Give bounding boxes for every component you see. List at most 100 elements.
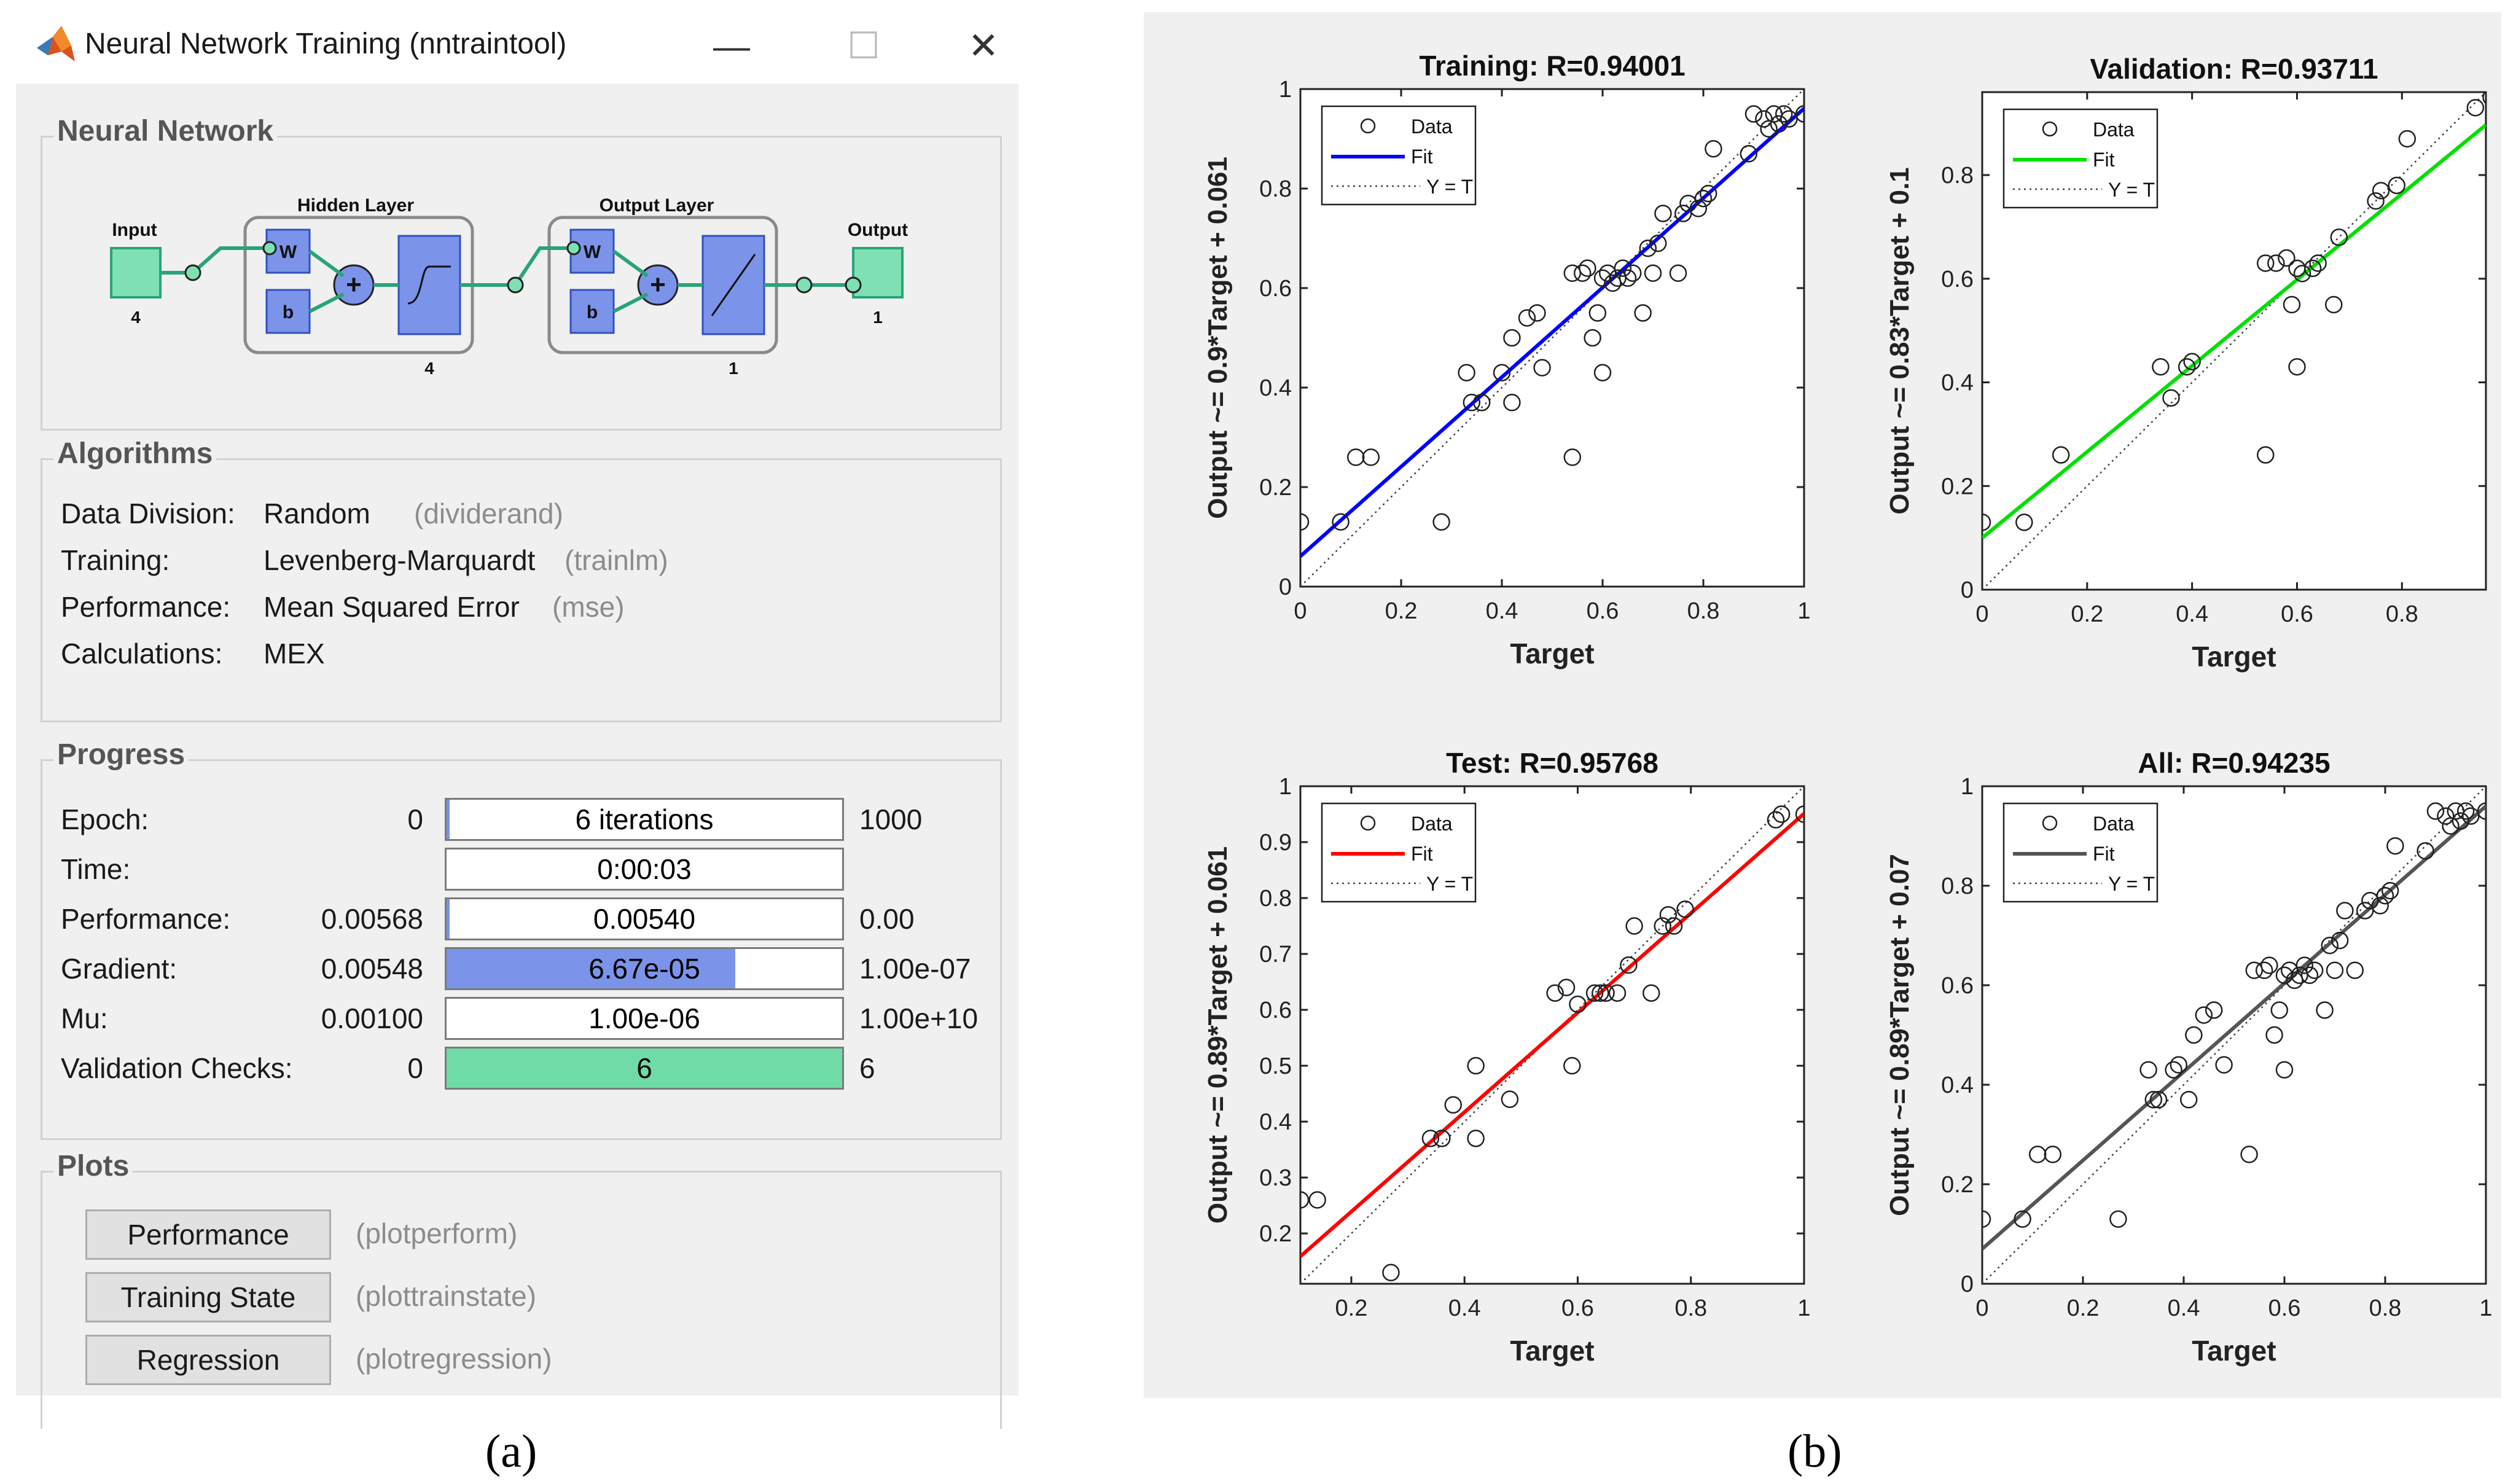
x-tick-label: 0.8: [1674, 1295, 1707, 1321]
data-point: [2426, 802, 2445, 820]
legend-data-marker: [2042, 815, 2058, 831]
data-point: [1694, 189, 1713, 208]
y-tick-label: 0.8: [1941, 873, 1974, 899]
data-point: [1982, 1210, 1991, 1228]
training-label: Training:: [61, 544, 170, 576]
y-tick-label: 0.6: [1259, 276, 1292, 302]
y-axis-label: Output ~= 0.9*Target + 0.061: [1203, 157, 1233, 519]
performance-progress-fill: [447, 899, 450, 939]
data-point: [1654, 205, 1672, 222]
caption-b: (b): [1787, 1426, 1842, 1477]
data-point: [2326, 961, 2344, 979]
nntraintool-window: Neural Network Training (nntraintool) — …: [16, 10, 1018, 1429]
window-title: Neural Network Training (nntraintool): [85, 28, 567, 60]
x-tick-label: 0.4: [2176, 601, 2208, 627]
legend-data-marker: [1360, 815, 1376, 831]
data-point: [2376, 886, 2394, 905]
output-bias-symbol: b: [587, 302, 598, 322]
gradient-progress-bar: 6.67e-05: [445, 947, 844, 990]
data-point: [1665, 917, 1683, 935]
data-point: [1705, 139, 1722, 158]
data-point: [2316, 1001, 2334, 1019]
regression-plot-2: Validation: R=0.93711 0 0.2 0.4 0.6 0.8 0 0.2 0.…: [1885, 53, 2487, 673]
data-point: [1563, 448, 1582, 466]
plot-area: [1300, 89, 1804, 587]
data-point: [1433, 1130, 1451, 1147]
regression-plot-button[interactable]: Regression: [85, 1335, 331, 1385]
fit-line: [1300, 107, 1804, 558]
data-point: [1463, 394, 1481, 412]
training-value: Levenberg-Marquardt: [264, 544, 536, 576]
progress-group: Progress Epoch: 0 6 iterations 1000 Time: 0:0…: [41, 738, 1002, 1140]
input-label: Input: [112, 220, 157, 240]
epoch-max-value: 1000: [859, 803, 923, 835]
regression-plots: Training: R=0.94001 0 0.2 0.4 0.6 0.8 1 0 0.2 0.4…: [1203, 50, 2493, 1367]
x-axis-label: Target: [2192, 641, 2276, 673]
y-tick-label: 0.3: [1259, 1165, 1292, 1191]
data-point: [2477, 802, 2486, 820]
data-point: [1421, 1130, 1440, 1147]
output-label: Output: [848, 220, 908, 240]
data-point: [1585, 984, 1604, 1002]
data-point: [1775, 105, 1793, 123]
y-tick-label: 0.8: [1259, 886, 1292, 912]
minimize-button[interactable]: —: [713, 25, 750, 67]
calculations-value: MEX: [264, 638, 325, 670]
data-point: [2275, 1061, 2294, 1079]
regression-figure: Training: R=0.94001 0 0.2 0.4 0.6 0.8 1 0 0.2 0.4…: [1144, 12, 2501, 1398]
validation-checks-max-value: 6: [859, 1052, 875, 1084]
data-point: [1300, 1191, 1310, 1209]
data-point: [1467, 1056, 1485, 1075]
gradient-progress-fill: [447, 949, 736, 988]
data-point: [2372, 182, 2390, 200]
data-point: [2288, 357, 2306, 376]
performance-progress-bar: 0.00540: [445, 897, 844, 940]
x-tick-label: 0: [1975, 601, 1988, 627]
x-tick-label: 0.6: [1587, 598, 1619, 624]
data-point: [1563, 1056, 1581, 1075]
data-point: [2278, 249, 2295, 267]
title-bar[interactable]: Neural Network Training (nntraintool) — …: [16, 10, 1018, 84]
data-point: [2044, 1146, 2062, 1163]
data-point: [1608, 984, 1627, 1002]
plot-title: Test: R=0.95768: [1446, 747, 1658, 779]
legend-data-label: Data: [2093, 813, 2135, 835]
y-tick-label: 0.4: [1941, 370, 1974, 396]
regression-plot-3: Test: R=0.95768 0.2 0.4 0.6 0.8 1 0.2 0.3 0.4 0.5…: [1203, 747, 1811, 1367]
data-point: [1592, 984, 1609, 1002]
performance-plot-button[interactable]: Performance: [85, 1209, 331, 1260]
x-tick-label: 0: [1975, 1295, 1988, 1321]
data-point: [2283, 295, 2301, 314]
data-point: [2381, 881, 2399, 900]
hidden-sum-symbol: +: [346, 270, 362, 300]
x-tick-label: 0.4: [2168, 1295, 2200, 1321]
data-point: [2336, 902, 2354, 920]
regression-plot-1: Training: R=0.94001 0 0.2 0.4 0.6 0.8 1 0 0.2 0.4…: [1203, 50, 1811, 670]
data-point: [1557, 978, 1576, 996]
y-tick-label: 1: [1961, 774, 1974, 800]
data-point: [1444, 1096, 1463, 1114]
maximize-button[interactable]: ☐: [847, 25, 880, 66]
time-current-value: 0:00:03: [597, 853, 692, 885]
close-button[interactable]: ✕: [967, 25, 999, 66]
x-tick-label: 0.4: [1448, 1295, 1481, 1321]
data-point: [1767, 811, 1785, 829]
legend-identity-label: Y = T: [2108, 873, 2155, 895]
data-point: [1501, 1090, 1519, 1108]
tansig-curve-icon: [407, 265, 451, 305]
y-tick-label: 0.8: [1259, 176, 1292, 202]
training-state-plot-button[interactable]: Training State: [85, 1272, 331, 1322]
y-axis-label: Output ~= 0.89*Target + 0.061: [1203, 846, 1233, 1224]
data-division-value: Random: [264, 498, 370, 529]
data-point: [2346, 961, 2364, 979]
data-point: [2466, 99, 2485, 117]
data-point: [2052, 446, 2070, 464]
identity-line: [1982, 92, 2486, 590]
data-point: [1584, 329, 1601, 347]
output-weight-symbol: W: [584, 242, 601, 262]
data-point: [1472, 394, 1491, 412]
data-point: [1362, 448, 1380, 466]
performance-label: Performance:: [61, 591, 231, 623]
y-tick-label: 1: [1279, 77, 1292, 103]
performance-max-value: 0.00: [859, 903, 915, 935]
